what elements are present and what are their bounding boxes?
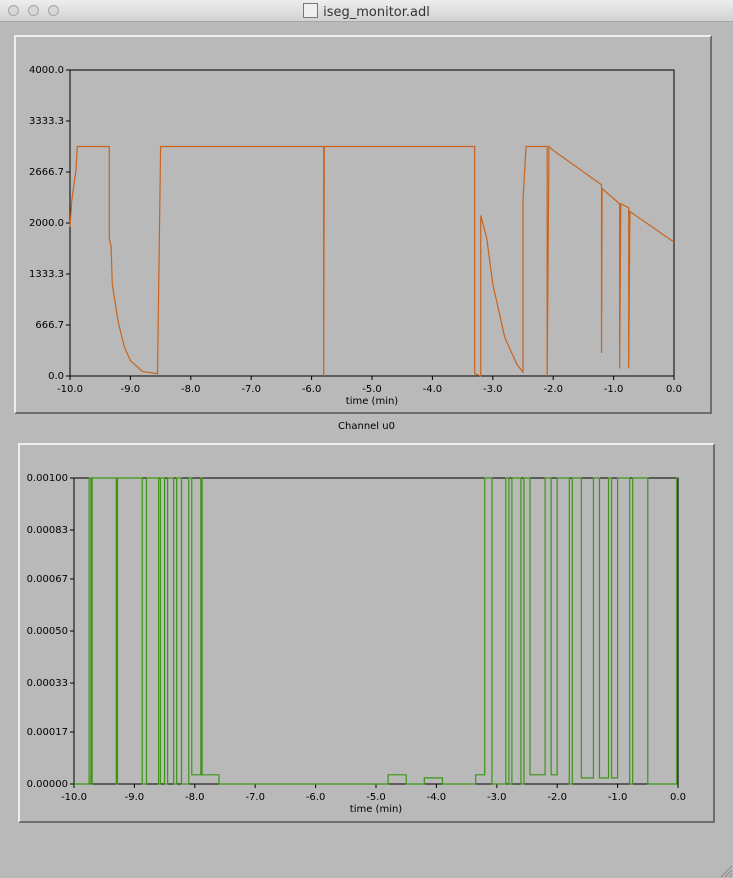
grip-line bbox=[724, 869, 733, 878]
close-button[interactable] bbox=[8, 5, 19, 16]
y-tick-label: 0.00050 bbox=[27, 626, 68, 637]
x-tick-label: -6.0 bbox=[302, 384, 322, 395]
y-tick-label: 0.00017 bbox=[27, 727, 68, 738]
y-tick-label: 2000.0 bbox=[29, 218, 64, 229]
x-tick-label: -3.0 bbox=[487, 792, 507, 803]
x-tick-label: -6.0 bbox=[306, 792, 326, 803]
chart: 0.00000 0.00017 0.00033 0.00050 0.00067 0.000… bbox=[27, 473, 686, 815]
window-title: iseg_monitor.adl bbox=[0, 3, 733, 20]
y-tick-label: 0.00033 bbox=[27, 678, 68, 689]
x-tick-label: -7.0 bbox=[245, 792, 265, 803]
y-tick-label: 2666.7 bbox=[29, 167, 64, 178]
chart-title: Channel u0 bbox=[338, 421, 395, 432]
x-tick-label: 0.0 bbox=[666, 384, 682, 395]
grip-line bbox=[728, 873, 733, 878]
x-tick-label: -8.0 bbox=[185, 792, 205, 803]
x-tick-label: -5.0 bbox=[366, 792, 386, 803]
y-tick-label: 0.00000 bbox=[27, 779, 68, 790]
plot-area bbox=[69, 69, 675, 377]
x-tick-label: -7.0 bbox=[241, 384, 261, 395]
x-tick-label: -9.0 bbox=[125, 792, 145, 803]
data-line bbox=[69, 145, 675, 377]
x-tick-label: -8.0 bbox=[181, 384, 201, 395]
title-bar: iseg_monitor.adl bbox=[0, 0, 733, 22]
x-tick-label: -4.0 bbox=[423, 384, 443, 395]
zoom-button[interactable] bbox=[48, 5, 59, 16]
y-tick-label: 1333.3 bbox=[29, 269, 64, 280]
minimize-button[interactable] bbox=[28, 5, 39, 16]
x-axis-label: time (min) bbox=[346, 396, 399, 407]
y-tick-label: 666.7 bbox=[35, 320, 64, 331]
chart-frame: 0.00000 0.00017 0.00033 0.00050 0.00067 0.000… bbox=[18, 443, 715, 823]
y-tick-label: 0.00100 bbox=[27, 473, 68, 484]
window-title-text: iseg_monitor.adl bbox=[323, 5, 430, 20]
y-tick-label: 0.00067 bbox=[27, 574, 68, 585]
x-tick-label: -4.0 bbox=[427, 792, 447, 803]
grip-line bbox=[720, 865, 733, 878]
y-tick-label: 3333.3 bbox=[29, 116, 64, 127]
x-icon bbox=[303, 3, 319, 18]
x-tick-label: -10.0 bbox=[61, 792, 87, 803]
y-tick-label: 0.0 bbox=[48, 371, 64, 382]
x-tick-label: -2.0 bbox=[547, 792, 567, 803]
x-tick-label: -1.0 bbox=[608, 792, 628, 803]
x-tick-label: 0.0 bbox=[670, 792, 686, 803]
chart-frame: 0.0 666.7 1333.3 2000.0 2666.7 3333.3 4000.0 -1… bbox=[14, 35, 712, 414]
x-tick-label: -10.0 bbox=[57, 384, 83, 395]
x-tick-label: -2.0 bbox=[543, 384, 563, 395]
chart: 0.0 666.7 1333.3 2000.0 2666.7 3333.3 4000.0 -1… bbox=[29, 65, 682, 407]
data-line bbox=[74, 477, 678, 785]
y-tick-label: 0.00083 bbox=[27, 525, 68, 536]
y-tick-label: 4000.0 bbox=[29, 65, 64, 76]
x-axis-label: time (min) bbox=[350, 804, 403, 815]
resize-grip[interactable] bbox=[719, 864, 733, 878]
x-tick-label: -9.0 bbox=[121, 384, 141, 395]
x-tick-label: -3.0 bbox=[483, 384, 503, 395]
x-tick-label: -5.0 bbox=[362, 384, 382, 395]
x-tick-label: -1.0 bbox=[604, 384, 624, 395]
